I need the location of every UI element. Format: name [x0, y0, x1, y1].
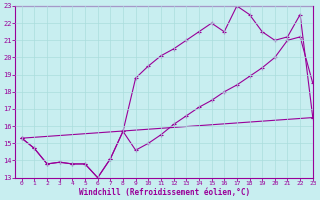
X-axis label: Windchill (Refroidissement éolien,°C): Windchill (Refroidissement éolien,°C)	[78, 188, 250, 197]
